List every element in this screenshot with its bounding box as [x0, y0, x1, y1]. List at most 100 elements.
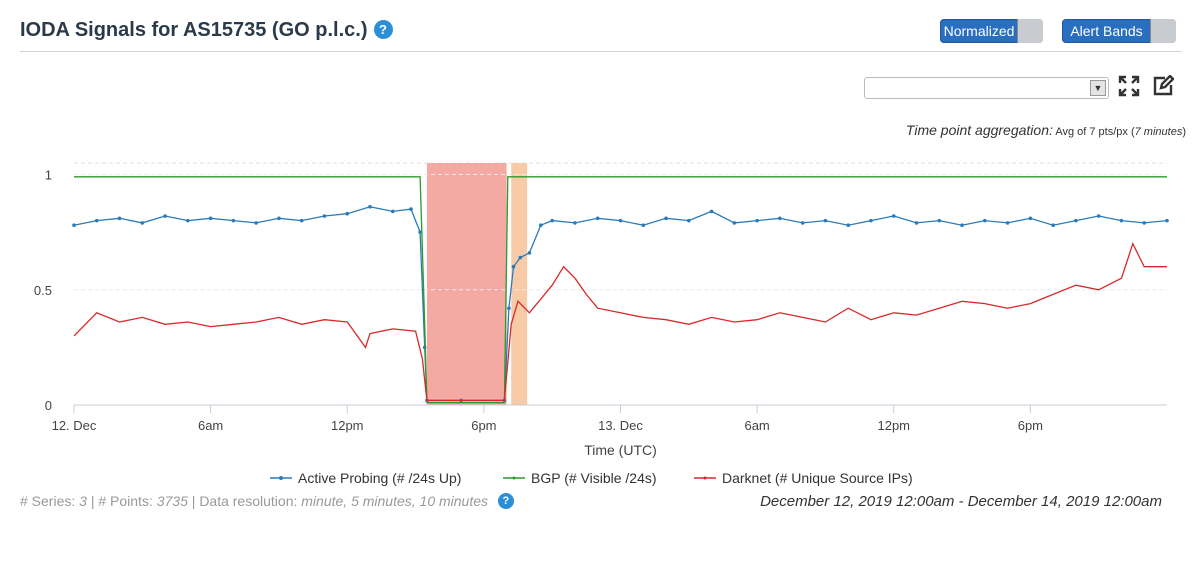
series-point-0 [186, 218, 190, 223]
series-point-0 [869, 218, 873, 223]
series-select[interactable]: ▼ [864, 77, 1109, 99]
x-tick-label: 6pm [1018, 418, 1043, 433]
legend-bgp-label: BGP (# Visible /24s) [531, 470, 657, 486]
edit-icon[interactable] [1152, 74, 1175, 103]
series-point-0 [299, 218, 304, 223]
series-point-0 [800, 221, 805, 225]
legend-active-probing-label: Active Probing (# /24s Up) [298, 470, 462, 486]
series-point-0 [1074, 218, 1078, 223]
fullscreen-icon[interactable] [1118, 75, 1140, 103]
alert-bands-toggle-knob [1150, 19, 1176, 43]
header-divider [20, 51, 1182, 52]
series-count-label: # Series: [20, 493, 76, 509]
series-point-0 [1165, 218, 1169, 223]
series-point-0 [687, 218, 691, 223]
series-point-0 [595, 216, 600, 221]
x-tick-label: 6am [198, 418, 223, 433]
legend-darknet-label: Darknet (# Unique Source IPs) [722, 470, 913, 486]
legend-active-probing[interactable]: Active Probing (# /24s Up) [270, 470, 461, 486]
series-point-0 [254, 221, 258, 225]
series-point-0 [709, 209, 714, 214]
series-point-0 [390, 209, 395, 214]
help-icon[interactable]: ? [373, 20, 393, 39]
series-count: 3 [79, 493, 87, 509]
series-point-0 [823, 218, 828, 223]
series-point-0 [1005, 221, 1010, 225]
series-point-0 [117, 216, 122, 221]
series-point-0 [208, 216, 213, 221]
series-point-0 [778, 216, 782, 221]
points-count: 3735 [156, 493, 188, 509]
alert-band [426, 163, 507, 405]
page-title: IODA Signals for AS15735 (GO p.l.c.)? [20, 19, 393, 42]
series-line-1 [74, 176, 1167, 404]
series-point-0 [550, 218, 554, 223]
chevron-down-icon[interactable]: ▼ [1090, 80, 1106, 96]
x-tick-label: 12. Dec [52, 418, 97, 433]
normalized-toggle[interactable]: Normalized [940, 19, 1043, 43]
series-point-0 [418, 230, 422, 234]
series-point-0 [664, 216, 668, 221]
x-tick-label: 6am [744, 418, 769, 433]
series-point-0 [846, 223, 851, 228]
series-point-0 [618, 218, 623, 223]
series-point-0 [891, 214, 896, 218]
series-point-0 [507, 306, 511, 311]
legend-bgp[interactable]: BGP (# Visible /24s) [503, 470, 657, 486]
series-point-0 [641, 223, 646, 228]
normalized-toggle-knob [1017, 19, 1043, 43]
series-point-0 [1119, 218, 1124, 223]
series-point-0 [72, 223, 76, 228]
time-aggregation: Time point aggregation: Avg of 7 pts/px … [906, 122, 1186, 138]
alert-band [511, 163, 528, 405]
series-point-0 [163, 214, 167, 218]
series-point-0 [527, 251, 532, 255]
x-axis-label: Time (UTC) [584, 442, 657, 458]
y-tick-label: 0 [45, 398, 52, 413]
aggregation-label: Time point aggregation: [905, 122, 1053, 138]
footer-stats: # Series: 3 | # Points: 3735 | Data reso… [20, 493, 514, 509]
aggregation-close: ) [1182, 126, 1186, 138]
x-tick-label: 13. Dec [598, 418, 643, 433]
legend-darknet[interactable]: Darknet (# Unique Source IPs) [694, 470, 913, 486]
series-point-0 [539, 223, 543, 228]
resolution-help-icon[interactable]: ? [497, 493, 514, 509]
series-point-0 [983, 218, 987, 223]
series-point-0 [94, 218, 99, 223]
series-point-0 [140, 221, 145, 225]
series-point-0 [322, 214, 327, 218]
alert-bands-toggle-label: Alert Bands [1062, 19, 1151, 43]
date-range: December 12, 2019 12:00am - December 14,… [760, 493, 1162, 510]
series-point-0 [573, 221, 577, 225]
aggregation-minutes: 7 minutes [1134, 126, 1183, 138]
series-point-0 [409, 207, 413, 211]
y-tick-label: 0.5 [34, 283, 52, 298]
alert-bands-toggle[interactable]: Alert Bands [1062, 19, 1176, 43]
y-tick-label: 1 [45, 168, 52, 183]
series-point-0 [1096, 214, 1101, 218]
x-tick-label: 12pm [331, 418, 364, 433]
series-point-0 [732, 221, 737, 225]
x-tick-label: 12pm [877, 418, 910, 433]
points-count-label: # Points: [98, 493, 153, 509]
aggregation-value: Avg of 7 pts/px ( [1055, 126, 1135, 138]
series-line-2 [73, 241, 1167, 402]
series-point-0 [1142, 221, 1147, 225]
x-tick-label: 6pm [471, 418, 496, 433]
series-point-0 [1051, 223, 1055, 228]
series-point-0 [960, 223, 964, 228]
resolution-value: minute, 5 minutes, 10 minutes [301, 493, 489, 509]
series-point-0 [277, 216, 281, 221]
series-point-0 [914, 221, 919, 225]
signal-chart[interactable]: 0 0.5 1 12. Dec 6am 12pm 6pm 13. Dec 6am 12pm 6pm T… [0, 0, 1200, 470]
resolution-label: Data resolution: [199, 493, 298, 509]
series-point-0 [345, 211, 350, 216]
series-point-0 [368, 204, 372, 209]
series-point-0 [511, 264, 516, 269]
series-point-0 [1028, 216, 1033, 221]
series-point-0 [937, 218, 942, 223]
series-point-0 [518, 255, 523, 260]
series-line-0 [73, 206, 1168, 402]
series-point-0 [755, 218, 759, 223]
page-title-text: IODA Signals for AS15735 (GO p.l.c.) [20, 19, 368, 41]
